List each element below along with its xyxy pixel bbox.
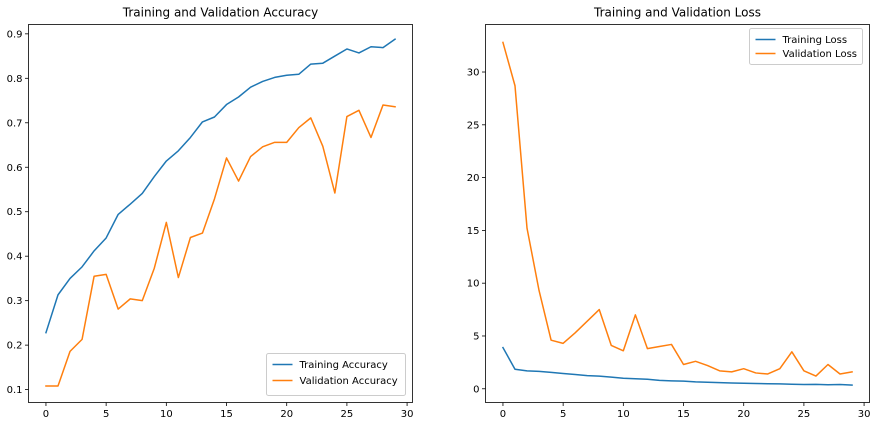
series-line-validation-loss (502, 41, 853, 377)
legend-box (749, 28, 863, 65)
x-tick-label: 0 (500, 409, 506, 420)
y-tick-label: 0.7 (7, 118, 23, 129)
y-tick-label: 15 (467, 226, 480, 237)
y-tick-label: 5 (473, 331, 479, 342)
x-tick-label: 30 (401, 409, 414, 420)
y-tick-label: 0.1 (7, 385, 23, 396)
chart-title: Training and Validation Accuracy (122, 6, 318, 20)
legend: Training Accuracy Validation Accuracy (266, 353, 406, 396)
loss-chart: Training and Validation Loss 0 5 10 15 20 25 3… (467, 6, 871, 421)
legend-label: Training Loss (782, 35, 848, 46)
x-tick-label: 5 (560, 409, 566, 420)
x-tick-label: 15 (677, 409, 690, 420)
x-tick-label: 10 (160, 409, 173, 420)
x-tick-label: 15 (220, 409, 233, 420)
x-tick-label: 20 (737, 409, 750, 420)
legend-label: Training Accuracy (299, 360, 388, 371)
x-tick-label: 10 (617, 409, 630, 420)
y-tick-label: 0.2 (7, 341, 23, 352)
plot-frame (485, 24, 870, 403)
x-tick-label: 30 (858, 409, 871, 420)
series-line-training-accuracy (45, 38, 397, 334)
y-tick-label: 0.5 (7, 207, 23, 218)
legend-label: Validation Accuracy (300, 376, 398, 387)
plot-frame (28, 24, 413, 403)
y-tick-label: 0.4 (7, 252, 23, 263)
y-tick-label: 30 (467, 68, 480, 79)
legend-box (266, 353, 406, 396)
legend-label: Validation Loss (783, 49, 858, 60)
y-tick-label: 0 (473, 384, 479, 395)
x-tick-label: 20 (280, 409, 293, 420)
y-tick-label: 0.8 (7, 74, 23, 85)
y-tick-label: 10 (467, 279, 480, 290)
y-tick-label: 0.6 (7, 163, 23, 174)
x-tick-label: 25 (341, 409, 354, 420)
accuracy-chart: Training and Validation Accuracy 0 5 10 15 2… (7, 6, 414, 421)
legend: Training Loss Validation Loss (749, 28, 863, 65)
y-tick-label: 0.3 (7, 296, 23, 307)
chart-title: Training and Validation Loss (593, 6, 761, 20)
x-tick-label: 5 (103, 409, 109, 420)
y-tick-label: 20 (467, 173, 480, 184)
x-tick-label: 25 (798, 409, 811, 420)
series-line-training-loss (501, 346, 853, 386)
y-tick-label: 0.9 (7, 29, 23, 40)
y-tick-label: 25 (467, 120, 480, 131)
series-line-validation-accuracy (45, 104, 396, 387)
x-tick-label: 0 (43, 409, 49, 420)
